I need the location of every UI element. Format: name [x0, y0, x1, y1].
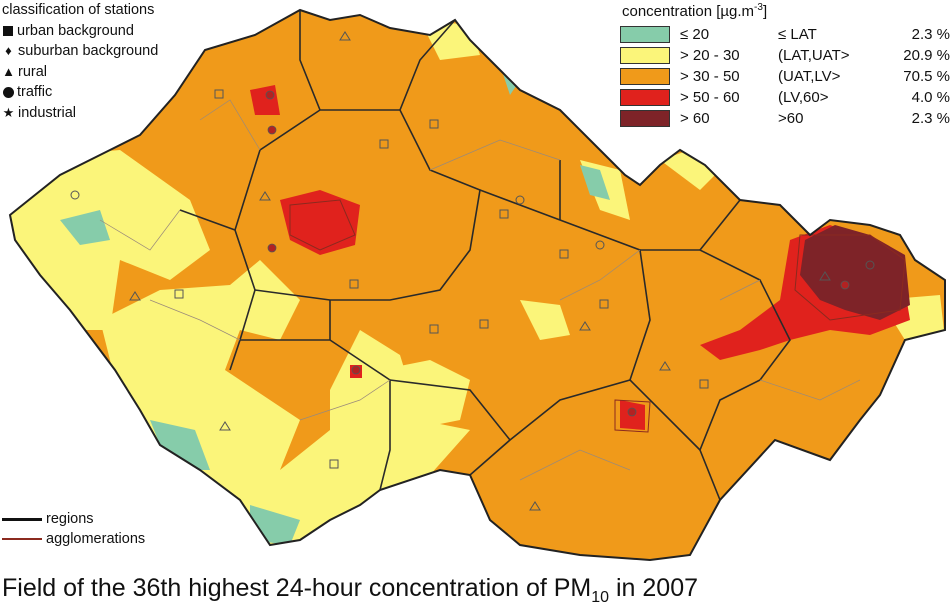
legend-item-industrial: ★ industrial — [2, 103, 158, 124]
legend-item-rural: ▲ rural — [2, 62, 158, 83]
percent-label: 4.0 % — [911, 89, 950, 106]
station-markers — [70, 31, 875, 511]
district-boundaries — [99, 99, 861, 481]
range-label: > 60 — [680, 110, 710, 127]
legend-label: traffic — [17, 84, 53, 100]
class-label: (LAT,UAT> — [778, 47, 850, 64]
range-label: ≤ 20 — [680, 26, 710, 43]
map-caption: Field of the 36th highest 24-hour concen… — [2, 574, 699, 606]
color-swatch — [620, 47, 670, 64]
concentration-legend-row: > 60 >60 2.3 % — [620, 108, 950, 129]
legend-label: suburban background — [18, 43, 159, 59]
square-icon — [3, 25, 13, 36]
traffic-station-markers — [265, 90, 850, 417]
percent-label: 70.5 % — [903, 68, 950, 85]
legend-label: rural — [18, 63, 48, 80]
agglomeration-boundaries — [289, 199, 906, 433]
percent-label: 20.9 % — [903, 47, 950, 64]
legend-item-urban-background: urban background — [2, 21, 158, 42]
legend-label: industrial — [18, 104, 77, 121]
diamond-icon: ♦ — [5, 43, 12, 58]
legend-label: regions — [46, 511, 94, 527]
percent-label: 2.3 % — [911, 110, 950, 127]
agglomeration-line-icon — [2, 538, 42, 540]
concentration-legend-row: > 50 - 60 (LV,60> 4.0 % — [620, 87, 950, 108]
legend-item-traffic: traffic — [2, 82, 158, 103]
legend-item-suburban-background: ♦ suburban background — [2, 41, 158, 62]
legend-label: agglomerations — [46, 531, 146, 547]
stations-legend-title: classification of stations — [2, 2, 155, 18]
circle-icon — [3, 86, 14, 98]
class-label: (LV,60> — [778, 89, 829, 106]
class-label: >60 — [778, 110, 804, 127]
concentration-legend-row: > 30 - 50 (UAT,LV> 70.5 % — [620, 66, 950, 87]
color-swatch — [620, 26, 670, 43]
triangle-icon: ▲ — [2, 63, 15, 79]
station-classification-legend: classification of stations urban backgro… — [2, 0, 158, 123]
concentration-legend-row: > 20 - 30 (LAT,UAT> 20.9 % — [620, 45, 950, 66]
star-icon: ★ — [2, 104, 15, 120]
legend-item-agglomerations: agglomerations — [2, 529, 145, 549]
region-line-icon — [2, 517, 42, 521]
class-label: ≤ LAT — [778, 26, 817, 43]
concentration-legend: concentration [µg.m-3] ≤ 20 ≤ LAT 2.3 % > 2… — [620, 2, 950, 129]
legend-item-regions: regions — [2, 509, 145, 529]
color-swatch — [620, 68, 670, 85]
boundary-legend: regions agglomerations — [2, 509, 145, 549]
percent-label: 2.3 % — [911, 26, 950, 43]
concentration-legend-title: concentration [µg.m-3] — [622, 2, 768, 20]
range-label: > 50 - 60 — [680, 89, 740, 106]
color-swatch — [620, 89, 670, 106]
range-label: > 30 - 50 — [680, 68, 740, 85]
concentration-legend-row: ≤ 20 ≤ LAT 2.3 % — [620, 24, 950, 45]
class-label: (UAT,LV> — [778, 68, 841, 85]
range-label: > 20 - 30 — [680, 47, 740, 64]
legend-label: urban background — [17, 22, 134, 39]
color-swatch — [620, 110, 670, 127]
